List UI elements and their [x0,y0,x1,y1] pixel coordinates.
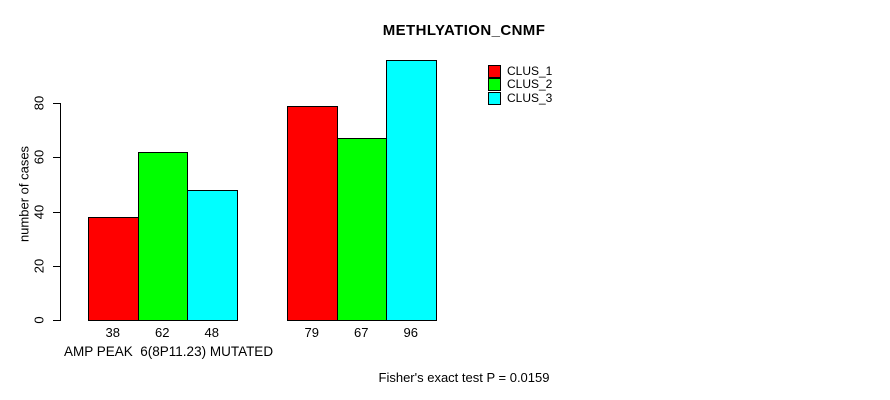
bar-value-label: 67 [354,325,369,340]
bar-clus_2-group1 [137,151,188,321]
y-tick-mark [52,265,60,267]
y-axis-line [59,103,61,321]
y-tick-label: 20 [31,258,46,274]
legend-label-clus_1: CLUS_1 [507,63,553,78]
legend-swatch-clus_2 [488,78,501,91]
bar-value-label: 96 [403,325,418,340]
bar-clus_1-group2 [287,105,338,321]
legend-swatch-clus_3 [488,91,501,105]
y-tick-label: 0 [31,316,46,324]
bar-clus_2-group2 [336,138,387,321]
y-tick-label: 60 [31,150,46,165]
y-tick-mark [52,103,60,105]
y-tick-mark [52,157,60,159]
bar-value-label: 48 [204,325,219,340]
bar-clus_3-group2 [386,59,437,321]
legend-swatch-clus_1 [488,64,501,78]
bar-value-label: 38 [105,325,120,340]
y-tick-label: 40 [31,204,46,219]
bar-value-label: 62 [155,325,170,340]
legend-label-clus_3: CLUS_3 [507,90,553,105]
legend-label-clus_2: CLUS_2 [507,77,553,91]
bar-clus_1-group1 [88,217,139,321]
y-tick-label: 80 [31,95,46,111]
y-tick-mark [52,320,60,321]
y-tick-mark [52,211,60,213]
y-axis-label: number of cases [16,145,32,243]
chart-title: METHLYATION_CNMF [382,22,546,39]
bar-value-label: 79 [304,325,319,340]
fisher-test-annotation: Fisher's exact test P = 0.0159 [378,370,550,385]
bar-clus_3-group1 [187,189,238,321]
x-axis-label: AMP PEAK 6(8P11.23) MUTATED [64,344,274,359]
